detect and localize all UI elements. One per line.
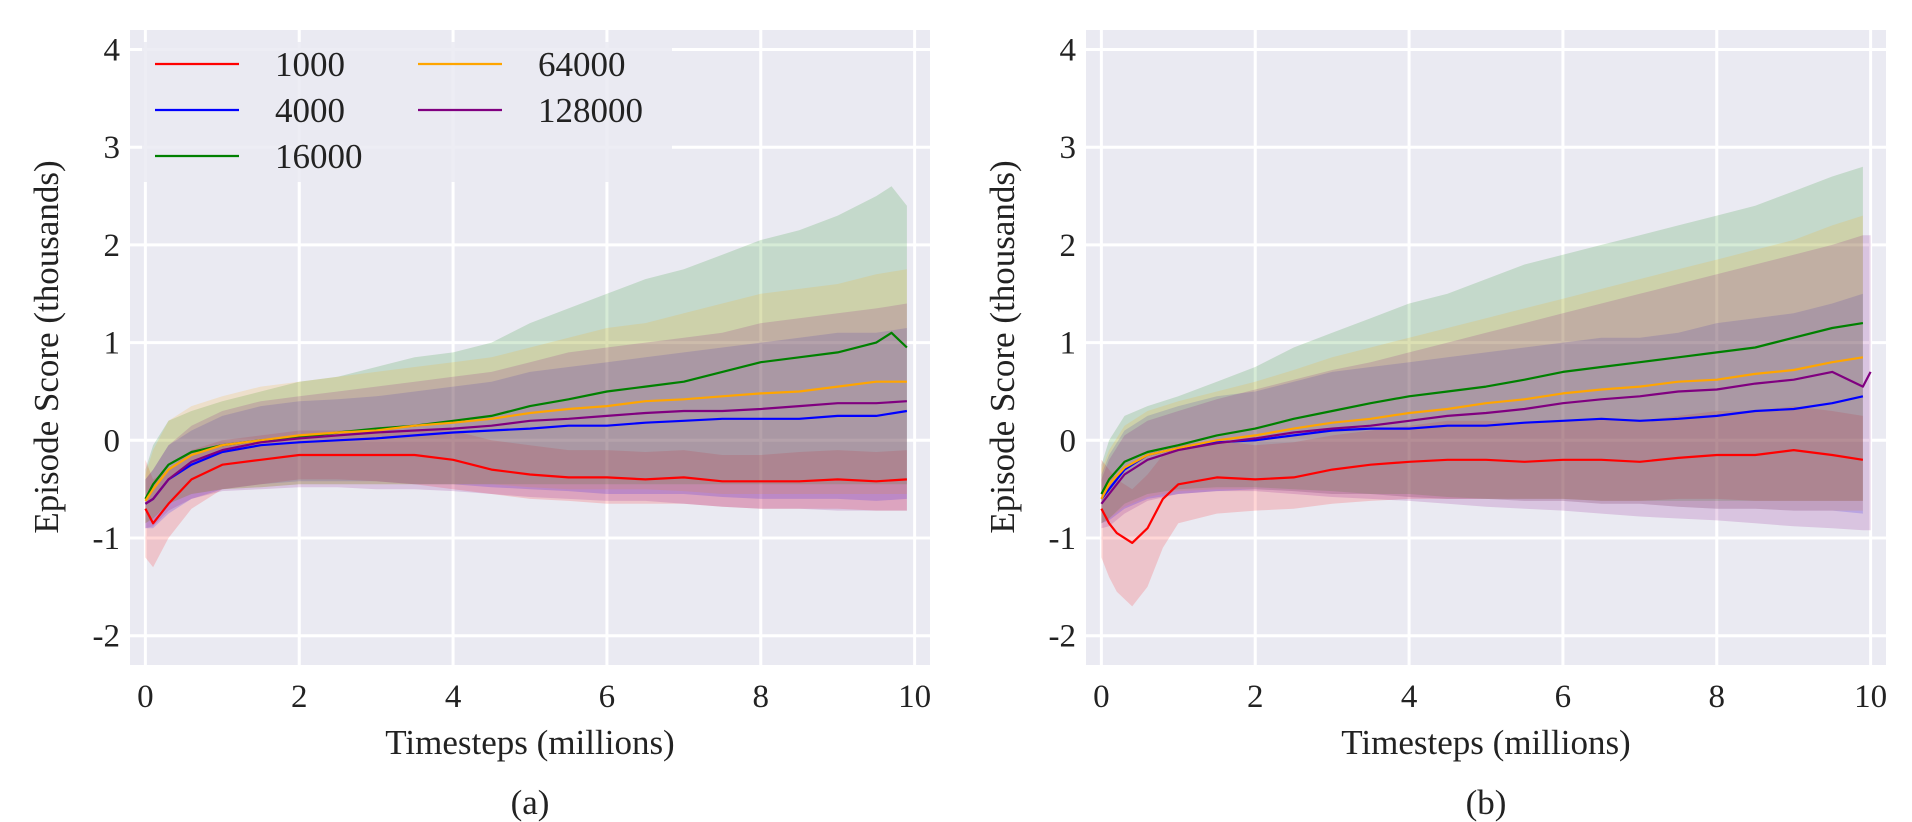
legend-label-4000: 4000 bbox=[275, 91, 345, 130]
band-128000 bbox=[1101, 235, 1871, 531]
series-line-64000 bbox=[1100, 356, 1864, 500]
band-1000 bbox=[145, 428, 907, 568]
band-64000 bbox=[145, 269, 907, 524]
legend-label-1000: 1000 bbox=[275, 45, 345, 84]
bands-b bbox=[1101, 166, 1871, 607]
x-tick-label: 8 bbox=[753, 679, 770, 715]
band-16000 bbox=[1101, 166, 1863, 524]
y-tick-label: 2 bbox=[1060, 228, 1077, 264]
y-tick-label: 1 bbox=[1060, 326, 1077, 362]
y-tick-label: 0 bbox=[1060, 423, 1077, 459]
bands-a bbox=[145, 186, 907, 568]
x-axis-label-a: Timesteps (millions) bbox=[385, 723, 674, 762]
x-ticks-a: 0 2 4 6 8 10 bbox=[137, 679, 931, 715]
x-tick-label: 0 bbox=[137, 679, 154, 715]
y-tick-label: 3 bbox=[104, 130, 121, 166]
x-tick-label: 4 bbox=[445, 679, 462, 715]
chart-panel-a: -2 -1 0 1 2 3 4 0 2 4 6 8 10 Timesteps (millions) E… bbox=[27, 30, 931, 822]
series-line-128000 bbox=[144, 400, 907, 505]
band-1000 bbox=[1101, 406, 1863, 607]
legend: 1000 4000 16000 64000 128000 bbox=[142, 42, 672, 182]
x-tick-label: 8 bbox=[1709, 679, 1726, 715]
lines-b bbox=[1100, 322, 1872, 545]
legend-label-128000: 128000 bbox=[538, 91, 643, 130]
series-line-1000 bbox=[144, 453, 907, 525]
band-4000 bbox=[1101, 293, 1863, 524]
y-tick-label: -1 bbox=[1049, 521, 1077, 557]
series-line-4000 bbox=[144, 409, 908, 505]
y-tick-label: 3 bbox=[1060, 130, 1077, 166]
series-line-16000 bbox=[1100, 322, 1864, 495]
y-tick-label: 4 bbox=[1060, 33, 1077, 69]
series-line-64000 bbox=[144, 380, 907, 502]
x-tick-label: 10 bbox=[898, 679, 931, 715]
y-axis-label-b: Episode Score (thousands) bbox=[983, 160, 1022, 533]
x-tick-label: 0 bbox=[1093, 679, 1110, 715]
band-128000 bbox=[145, 303, 907, 529]
y-tick-label: -1 bbox=[93, 521, 121, 557]
x-tick-label: 2 bbox=[1247, 679, 1264, 715]
y-tick-label: 1 bbox=[104, 326, 121, 362]
x-tick-label: 4 bbox=[1401, 679, 1418, 715]
y-tick-label: -2 bbox=[1049, 619, 1077, 655]
y-tick-label: -2 bbox=[93, 619, 121, 655]
y-ticks-b: -2 -1 0 1 2 3 4 bbox=[1049, 33, 1077, 655]
band-64000 bbox=[1101, 215, 1863, 524]
y-ticks-a: -2 -1 0 1 2 3 4 bbox=[93, 33, 121, 655]
x-tick-label: 2 bbox=[291, 679, 308, 715]
lines-a bbox=[144, 331, 908, 525]
y-axis-label-a: Episode Score (thousands) bbox=[27, 160, 66, 533]
chart-panel-b: -2 -1 0 1 2 3 4 0 2 4 6 8 10 Timesteps (millions) E… bbox=[983, 30, 1887, 822]
series-line-1000 bbox=[1100, 449, 1864, 545]
band-16000 bbox=[145, 186, 907, 524]
y-tick-label: 4 bbox=[104, 33, 121, 69]
legend-frame bbox=[142, 42, 672, 182]
x-tick-label: 6 bbox=[1555, 679, 1572, 715]
x-tick-label: 10 bbox=[1854, 679, 1887, 715]
y-tick-label: 0 bbox=[104, 423, 121, 459]
caption-a: (a) bbox=[511, 783, 550, 822]
caption-b: (b) bbox=[1466, 783, 1507, 822]
legend-label-64000: 64000 bbox=[538, 45, 626, 84]
x-tick-label: 6 bbox=[599, 679, 616, 715]
legend-label-16000: 16000 bbox=[275, 137, 363, 176]
series-line-128000 bbox=[1100, 370, 1872, 505]
grid-b bbox=[1086, 30, 1886, 665]
x-axis-label-b: Timesteps (millions) bbox=[1341, 723, 1630, 762]
x-ticks-b: 0 2 4 6 8 10 bbox=[1093, 679, 1887, 715]
y-tick-label: 2 bbox=[104, 228, 121, 264]
